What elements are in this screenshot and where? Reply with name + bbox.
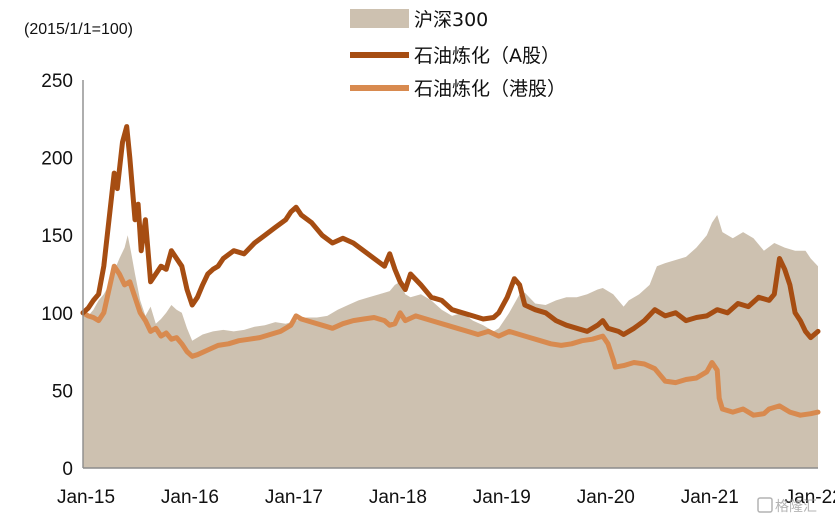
legend-swatch-csi300 (350, 9, 409, 28)
x-tick-label: Jan-18 (369, 487, 427, 508)
svg-text:格隆汇: 格隆汇 (775, 499, 817, 515)
x-tick-label: Jan-20 (577, 487, 635, 508)
line-layer (80, 124, 821, 418)
y-tick-label: 150 (41, 226, 73, 247)
series-line-hk-share (80, 263, 821, 418)
y-tick-label: 200 (41, 149, 73, 170)
legend-label-hk-share: 石油炼化（港股） (414, 78, 566, 100)
x-tick-label: Jan-17 (265, 487, 323, 508)
series-area-csi300 (83, 215, 818, 468)
y-tick-label: 50 (52, 381, 73, 402)
x-tick-labels: Jan-15 Jan-16 Jan-17 Jan-18 Jan-19 Jan-20 Jan-… (57, 487, 835, 508)
y-axis-unit-label: (2015/1/1=100) (24, 21, 133, 38)
y-tick-label: 0 (62, 459, 73, 480)
x-tick-label: Jan-16 (161, 487, 219, 508)
x-tick-label: Jan-21 (681, 487, 739, 508)
x-tick-label: Jan-22 (785, 487, 835, 508)
legend-label-a-share: 石油炼化（A股） (414, 45, 560, 67)
y-tick-labels: 0 50 100 150 200 250 (41, 71, 73, 480)
x-tick-label: Jan-19 (473, 487, 531, 508)
area-layer (83, 215, 818, 468)
y-tick-label: 250 (41, 71, 73, 92)
y-tick-label: 100 (41, 304, 73, 325)
x-tick-label: Jan-15 (57, 487, 115, 508)
legend: 沪深300 石油炼化（A股） 石油炼化（港股） (350, 9, 566, 100)
legend-label-csi300: 沪深300 (414, 9, 488, 31)
watermark-logo: 格隆汇 (757, 497, 817, 515)
series-line-a-share (80, 124, 821, 341)
